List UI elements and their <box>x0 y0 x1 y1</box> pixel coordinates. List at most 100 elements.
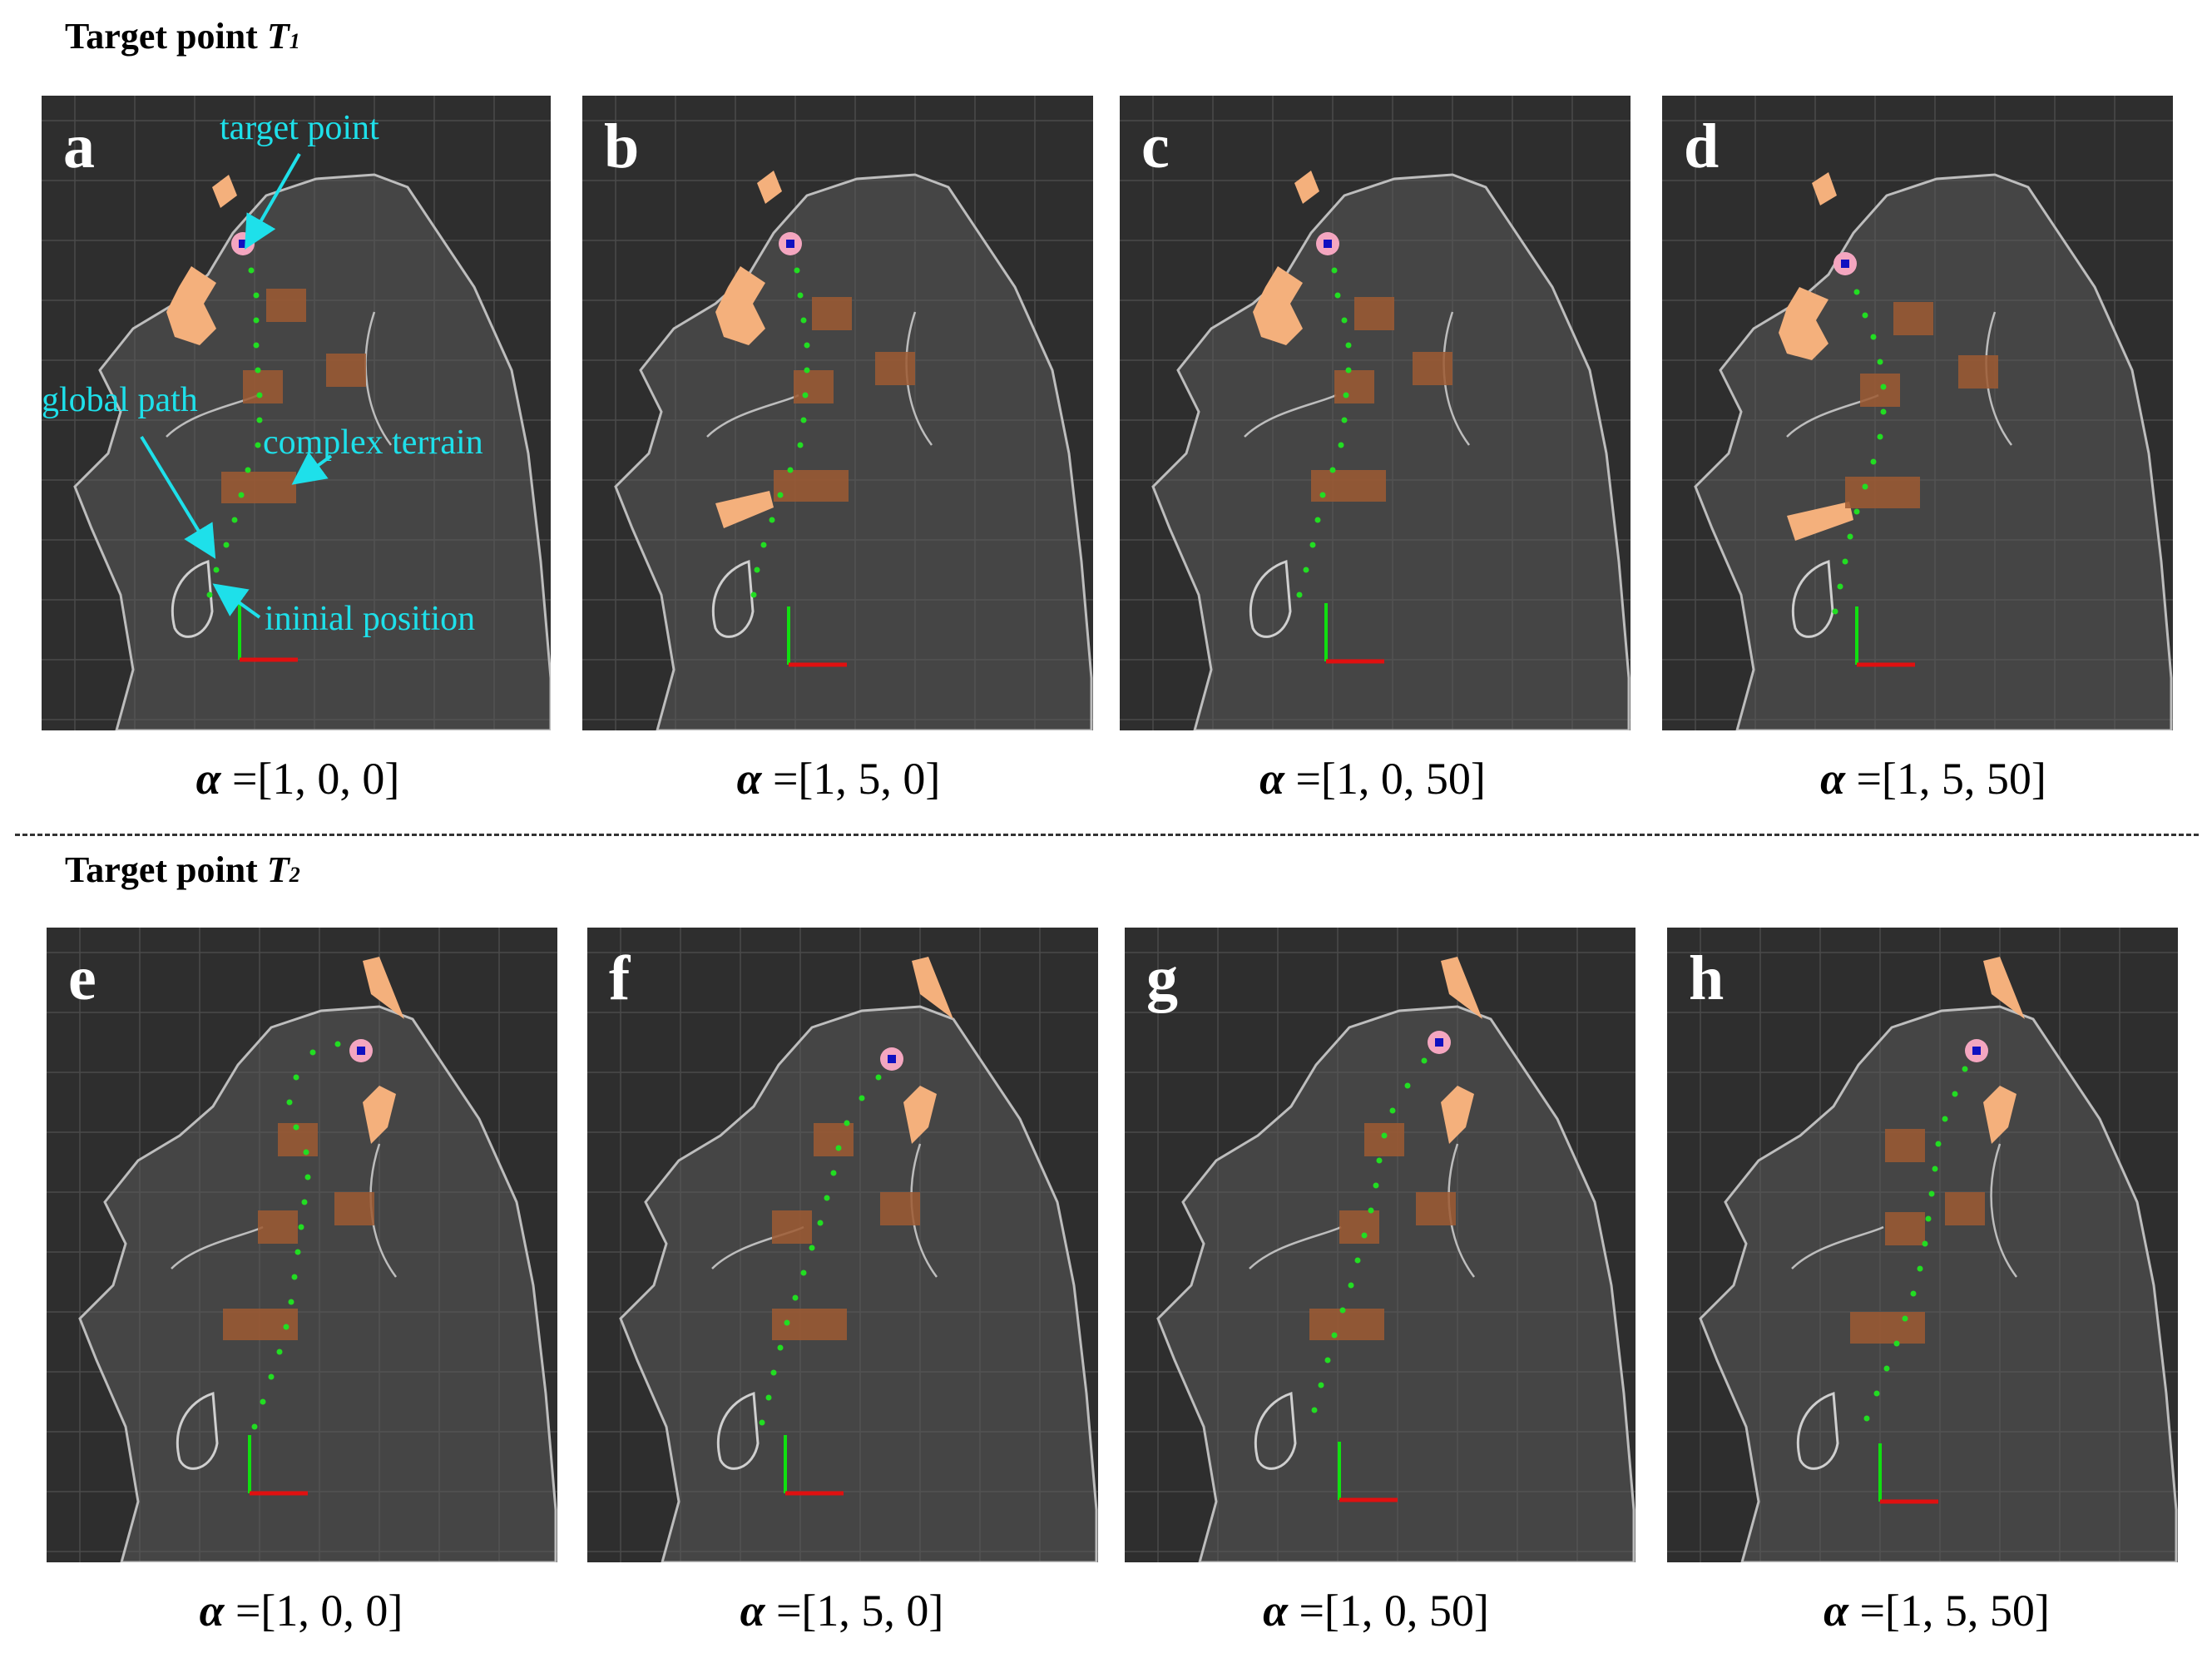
global-path-point <box>1345 342 1352 349</box>
caption-h: α =[1, 5, 50] <box>1770 1585 2103 1636</box>
map-crater <box>716 1391 760 1470</box>
obstacle-region <box>363 1086 396 1144</box>
global-path-point <box>809 1245 815 1251</box>
section-title-t2-symbol: T <box>266 849 289 890</box>
obstacle-region <box>1983 1086 2017 1144</box>
map-region <box>614 173 1093 730</box>
global-path-point <box>1314 517 1321 523</box>
obstacle-region <box>1779 287 1828 360</box>
complex-terrain-square <box>1860 374 1900 407</box>
complex-terrain-square <box>1339 1210 1379 1244</box>
target-point-core <box>357 1047 365 1055</box>
panel-g: g <box>1125 928 1635 1562</box>
caption-alpha: α <box>1820 754 1845 804</box>
target-point-core <box>1435 1038 1443 1047</box>
complex-terrain-square <box>243 370 283 403</box>
caption-vector: =[1, 0, 50] <box>1284 754 1486 804</box>
section-divider <box>15 834 2199 836</box>
global-path-point <box>293 1074 299 1081</box>
global-path-point <box>1339 1307 1346 1314</box>
global-path-point <box>797 442 804 448</box>
global-path-point <box>765 1394 772 1401</box>
map-crater <box>171 559 214 638</box>
panel-c: c <box>1120 96 1631 730</box>
complex-terrain-square <box>1416 1192 1456 1225</box>
complex-terrain-square <box>1334 370 1374 403</box>
global-path-point <box>835 1145 842 1151</box>
map-crater <box>711 559 755 638</box>
global-path-point <box>1341 417 1348 423</box>
global-path-point <box>1318 1382 1324 1388</box>
obstacle-region <box>715 266 765 345</box>
global-path-point <box>1928 1190 1935 1197</box>
global-path-point <box>1309 542 1316 548</box>
global-path-point <box>268 1373 275 1380</box>
global-path-point <box>754 567 760 573</box>
global-path-point <box>1952 1091 1958 1097</box>
global-path-point <box>1338 442 1344 448</box>
obstacle-region <box>903 1086 937 1144</box>
annotation-initial-position: ininial position <box>265 600 476 638</box>
complex-terrain-square <box>1845 477 1920 508</box>
annotation-target-point: target point <box>220 109 379 147</box>
global-path-point <box>298 1224 304 1230</box>
global-path-point <box>1863 1415 1870 1422</box>
panel-b-map <box>582 96 1093 730</box>
global-path-point <box>286 1099 293 1106</box>
global-path-point <box>334 1041 341 1047</box>
global-path-point <box>1853 508 1860 515</box>
global-path-point <box>1932 1166 1938 1172</box>
global-path-point <box>784 1319 790 1326</box>
map-ridge <box>1249 1225 1342 1269</box>
global-path-point <box>309 1049 316 1056</box>
global-path-point <box>303 1149 309 1156</box>
map-crater <box>1796 1391 1839 1470</box>
panel-f: f <box>587 928 1098 1562</box>
map-ridge <box>706 393 799 438</box>
map-ridge <box>1990 1143 2018 1278</box>
map-region <box>1699 1005 2178 1562</box>
obstacle-region <box>1294 171 1319 204</box>
global-path-point <box>1341 317 1348 324</box>
target-point-core <box>1841 260 1849 268</box>
map-ridge <box>364 311 393 446</box>
section-title-t2: Target point T2 <box>65 849 300 891</box>
obstacle-region <box>1812 172 1837 205</box>
caption-vector: =[1, 5, 0] <box>765 1586 944 1636</box>
panel-d: d <box>1662 96 2173 730</box>
obstacle-region <box>1441 1086 1474 1144</box>
global-path-point <box>1877 433 1883 440</box>
global-path-point <box>1389 1107 1396 1114</box>
obstacle-region <box>1441 957 1482 1019</box>
global-path-point <box>1910 1290 1917 1297</box>
global-path-point <box>800 1269 807 1276</box>
map-crater <box>176 1391 219 1470</box>
global-path-point <box>770 1369 777 1376</box>
obstacle-region <box>1253 266 1303 345</box>
global-path-point <box>1873 1390 1880 1397</box>
panel-e-map <box>47 928 557 1562</box>
obstacle-region <box>912 957 953 1019</box>
target-point-core <box>1324 240 1332 248</box>
global-path-point <box>1880 384 1887 390</box>
panel-letter: d <box>1684 111 1720 181</box>
global-path-point <box>794 267 800 274</box>
map-crater <box>1254 1391 1297 1470</box>
global-path-point <box>1883 1365 1890 1372</box>
complex-terrain-square <box>221 472 296 503</box>
map-crater <box>1249 559 1292 638</box>
obstacle-region <box>212 175 237 208</box>
global-path-point <box>1368 1207 1374 1214</box>
panel-letter: e <box>68 943 96 1013</box>
global-path-point <box>1942 1116 1948 1122</box>
global-path-point <box>245 467 251 473</box>
global-path-point <box>231 517 238 523</box>
global-path-point <box>792 1294 799 1301</box>
obstacle-region <box>715 491 774 528</box>
global-path-point <box>283 1324 289 1330</box>
complex-terrain-square <box>812 297 852 330</box>
global-path-point <box>750 591 757 598</box>
complex-terrain-square <box>794 370 834 403</box>
global-path-point <box>1319 492 1326 498</box>
global-path-point <box>253 292 260 299</box>
